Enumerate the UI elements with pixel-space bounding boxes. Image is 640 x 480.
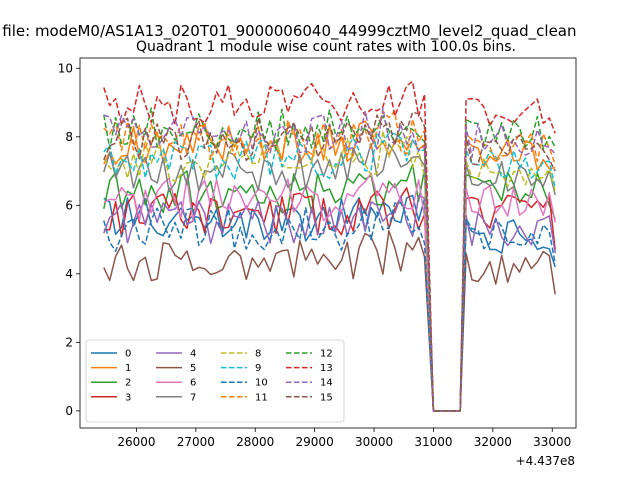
- y-tick-label: 0: [65, 404, 73, 418]
- legend-label-4: 4: [190, 349, 196, 360]
- x-tick-label: 29000: [296, 435, 334, 449]
- series-line-12: [103, 107, 556, 412]
- legend-label-7: 7: [190, 392, 196, 403]
- y-tick-label: 10: [58, 61, 73, 75]
- series-line-13: [103, 80, 556, 412]
- series-line-9: [103, 131, 556, 412]
- legend-label-12: 12: [320, 349, 333, 360]
- legend-label-11: 11: [255, 392, 268, 403]
- legend-label-10: 10: [255, 378, 268, 389]
- series-line-0: [103, 194, 556, 412]
- legend-label-9: 9: [255, 363, 261, 374]
- x-tick-label: 31000: [414, 435, 452, 449]
- legend-label-3: 3: [125, 392, 131, 403]
- legend-label-8: 8: [255, 349, 261, 360]
- series-line-15: [103, 111, 556, 412]
- series-line-10: [103, 201, 556, 412]
- x-tick-label: 28000: [236, 435, 274, 449]
- legend-label-0: 0: [125, 349, 131, 360]
- series-line-1: [103, 120, 556, 412]
- series-line-14: [103, 107, 556, 412]
- series-line-6: [103, 172, 556, 412]
- x-tick-label: 32000: [474, 435, 512, 449]
- legend-label-2: 2: [125, 378, 131, 389]
- x-tick-label: 33000: [533, 435, 571, 449]
- legend-label-14: 14: [320, 378, 333, 389]
- y-tick-label: 4: [65, 267, 73, 281]
- figure-suptitle: n file: modeM0/AS1A13_020T01_9000006040_…: [0, 22, 577, 41]
- x-offset-label: +4.437e8: [516, 454, 575, 468]
- legend-label-5: 5: [190, 363, 196, 374]
- axis-layer: 26000 27000 28000 29000 30000 31000 32000 33000…: [58, 61, 572, 449]
- y-tick-label: 2: [65, 335, 73, 349]
- legend-label-1: 1: [125, 363, 131, 374]
- x-tick-label: 26000: [117, 435, 155, 449]
- legend-label-15: 15: [320, 392, 333, 403]
- x-tick-label: 30000: [355, 435, 393, 449]
- series-layer: [103, 80, 556, 412]
- series-line-7: [103, 142, 556, 412]
- chart-title: Quadrant 1 module wise count rates with …: [136, 39, 516, 55]
- series-line-4: [103, 194, 556, 412]
- series-line-8: [103, 130, 556, 412]
- legend-label-6: 6: [190, 378, 196, 389]
- legend-box: [85, 339, 345, 423]
- plot-frame: [79, 57, 577, 429]
- legend-label-13: 13: [320, 363, 333, 374]
- x-tick-label: 27000: [177, 435, 215, 449]
- series-line-5: [103, 230, 556, 412]
- y-tick-label: 6: [65, 198, 73, 212]
- y-tick-label: 8: [65, 130, 73, 144]
